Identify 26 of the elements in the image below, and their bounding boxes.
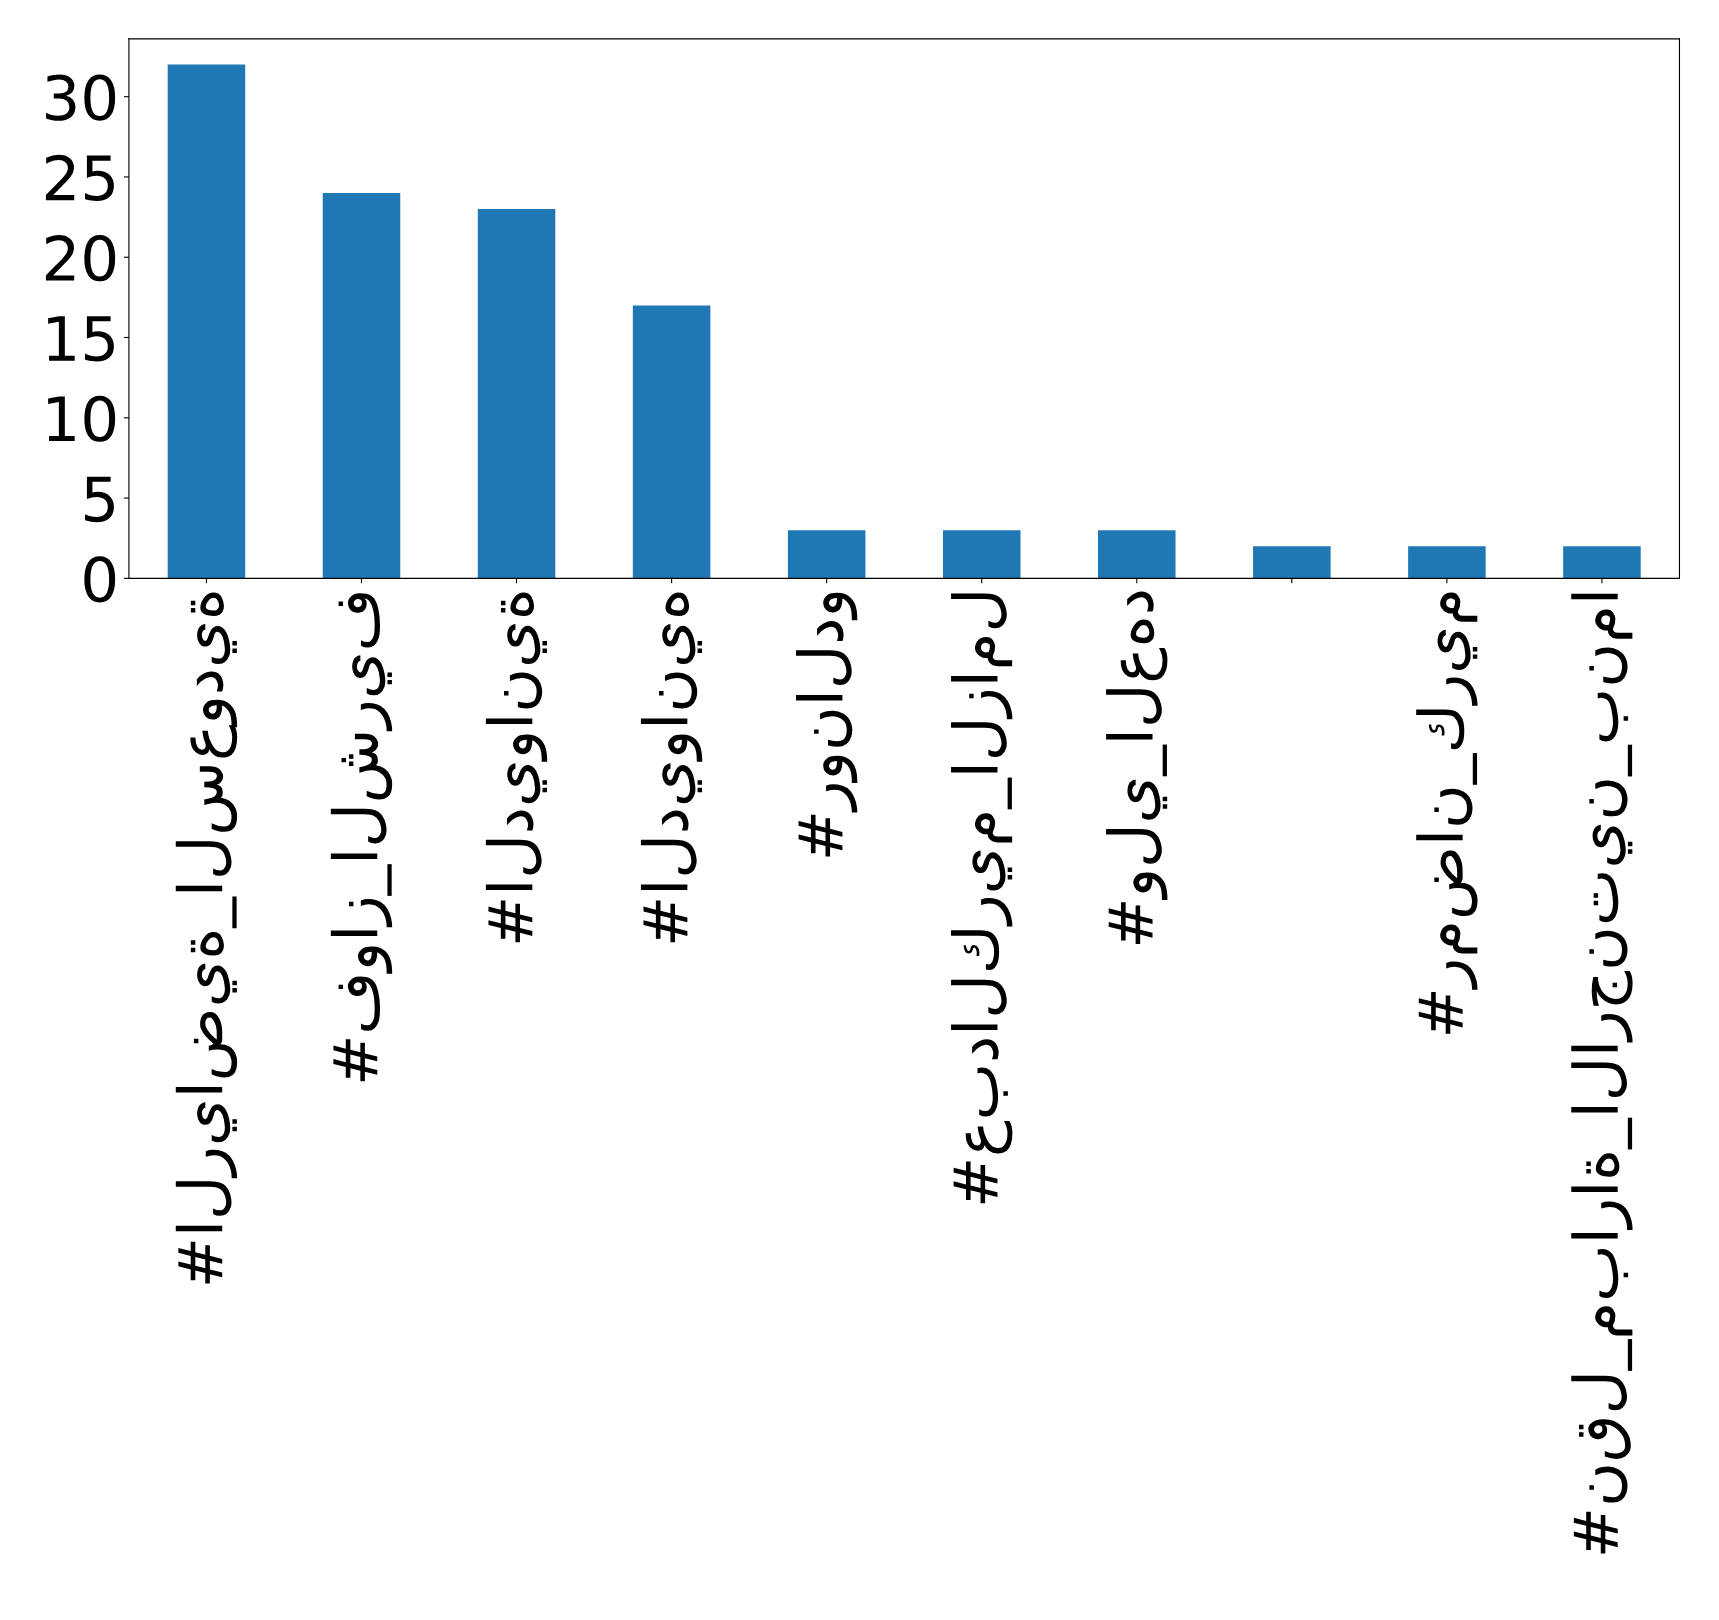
x-tick-label: #نقل_مباراة_الارجنتين_بنما: [1571, 593, 1633, 1554]
bar: [632, 305, 711, 579]
bar: [942, 530, 1021, 579]
x-tick-label: #رمضان_كريم: [1416, 592, 1478, 1034]
x-tick-label: #الديوانية: [485, 592, 548, 943]
x-tick-label: #فواز_الشريف: [330, 593, 393, 1082]
y-tick-label: 30: [46, 74, 116, 121]
y-tick-label: 10: [48, 395, 116, 442]
bar: [1253, 546, 1331, 579]
bar: [1408, 546, 1486, 579]
y-tick-label: 20: [45, 235, 116, 282]
bar: [1563, 546, 1641, 579]
bar: [322, 193, 401, 579]
bar: [167, 64, 246, 579]
x-tick-label: #عبدالكريم_الزامل: [951, 593, 1013, 1204]
bar: [477, 209, 556, 579]
bar: [1098, 530, 1176, 579]
y-tick-label: 5: [85, 476, 114, 523]
x-tick-label: #ولي_العهد: [1106, 591, 1168, 944]
x-tick-label: #رونالدو: [795, 592, 858, 857]
y-tick-label: 15: [48, 316, 114, 362]
x-tick-label: #الرياضية_السعودية: [175, 592, 238, 1284]
y-tick-label: 0: [84, 556, 116, 603]
bar: [787, 530, 866, 579]
y-tick-label: 25: [45, 154, 114, 202]
x-tick-label: #الديوانيه: [640, 592, 703, 943]
